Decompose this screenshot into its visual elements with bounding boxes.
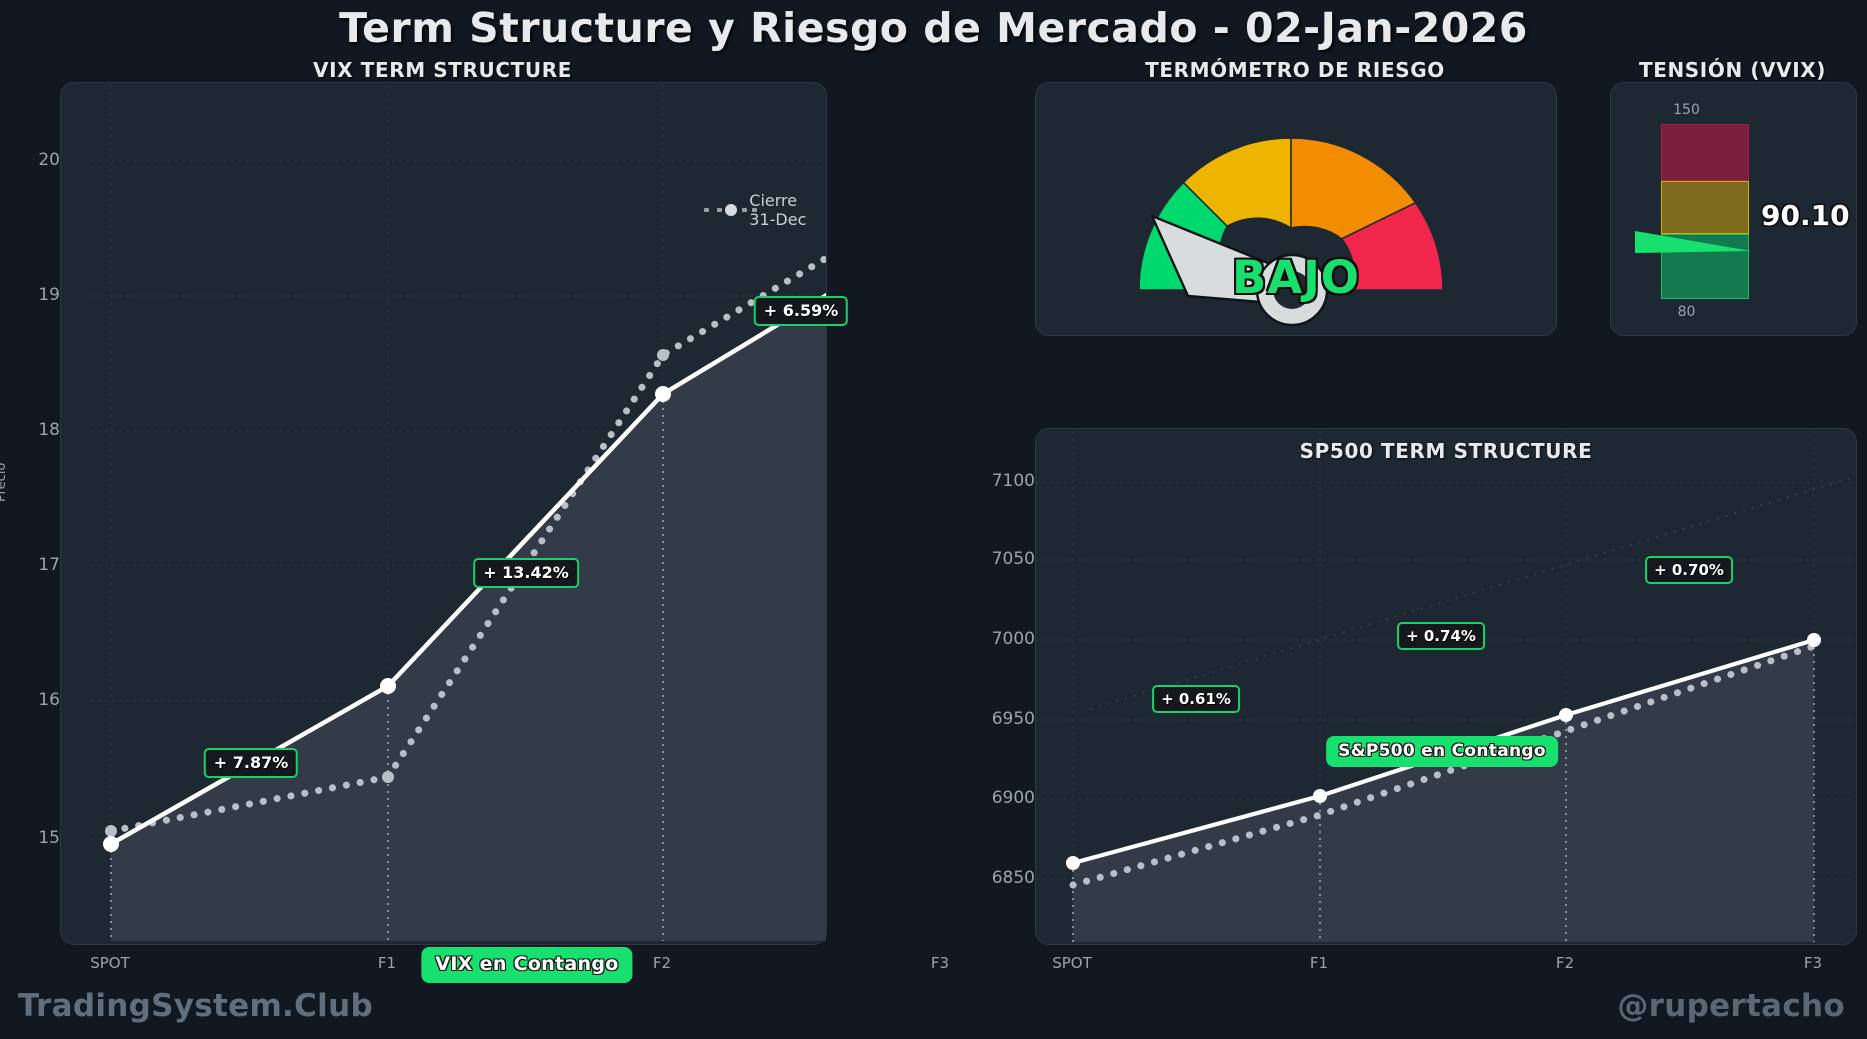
vix-xtick-f3: F3 bbox=[930, 954, 950, 972]
vix-data-markers bbox=[103, 386, 671, 852]
vix-xtick-f1: F1 bbox=[377, 954, 397, 972]
sp500-data-markers bbox=[1066, 633, 1821, 870]
legend-label: Cierre 31-Dec bbox=[749, 191, 807, 229]
vvix-tension-panel: 150 90.10 80 bbox=[1610, 82, 1857, 336]
footer-brand: TradingSystem.Club bbox=[18, 988, 373, 1024]
vix-pct-badge-2: + 13.42% bbox=[473, 558, 579, 588]
vix-ytick: 19 bbox=[38, 285, 60, 305]
sp500-xtick-f2: F2 bbox=[1555, 954, 1575, 972]
vvix-band-mid bbox=[1661, 181, 1749, 234]
page-title: Term Structure y Riesgo de Mercado - 02-… bbox=[339, 4, 1528, 52]
vvix-min-label: 80 bbox=[1677, 304, 1696, 320]
sp500-ytick: 6950 bbox=[991, 709, 1035, 729]
gauge-panel-heading: TERMÓMETRO DE RIESGO bbox=[1145, 58, 1445, 82]
vix-ytick: 17 bbox=[38, 555, 60, 575]
sp500-drop-lines bbox=[1072, 640, 1815, 942]
vix-prev-marker bbox=[105, 825, 117, 837]
vix-pct-badge-1: + 7.87% bbox=[203, 748, 299, 778]
sp500-previous-close-line bbox=[1069, 642, 1818, 889]
vix-legend[interactable]: Cierre 31-Dec bbox=[704, 191, 826, 229]
legend-dotted-line-icon bbox=[704, 203, 757, 217]
vvix-panel-heading: TENSIÓN (VVIX) bbox=[1638, 58, 1827, 82]
vix-term-structure-panel: Cierre 31-Dec + 7.87% + 13.42% + 6.59% V… bbox=[60, 82, 849, 983]
vix-prev-marker bbox=[382, 771, 394, 783]
vvix-bar bbox=[1661, 124, 1749, 299]
vix-chart-svg bbox=[91, 85, 826, 941]
vix-ytick: 20 bbox=[38, 150, 60, 170]
gauge-hub-inner bbox=[1273, 271, 1311, 309]
footer-handle: @rupertacho bbox=[1617, 988, 1845, 1024]
sp500-panel-title: SP500 TERM STRUCTURE bbox=[1299, 439, 1593, 463]
vix-drop-lines bbox=[110, 394, 664, 941]
risk-gauge-panel: BAJO bbox=[1035, 82, 1557, 336]
sp500-xtick-f3: F3 bbox=[1803, 954, 1823, 972]
sp500-xtick-spot: SPOT bbox=[1052, 954, 1092, 972]
sp500-pct-badge-2: + 0.74% bbox=[1397, 622, 1485, 650]
sp500-xtick-f1: F1 bbox=[1309, 954, 1329, 972]
sp500-contango-badge: S&P500 en Contango bbox=[1326, 736, 1558, 767]
vix-y-axis: Precio 20 19 18 17 16 15 bbox=[0, 82, 60, 943]
sp500-pct-badge-1: + 0.61% bbox=[1152, 685, 1240, 713]
vix-contango-badge: VIX en Contango bbox=[421, 947, 633, 983]
sp500-ytick: 7100 bbox=[991, 471, 1035, 491]
vix-ytick: 15 bbox=[38, 828, 60, 848]
vvix-band-high bbox=[1661, 124, 1749, 181]
risk-gauge-svg bbox=[1138, 137, 1444, 327]
sp500-ytick: 7050 bbox=[991, 549, 1035, 569]
sp500-x-axis: SPOT F1 F2 F3 bbox=[1035, 954, 1855, 980]
sp500-area-fill bbox=[1073, 640, 1814, 942]
vix-xtick-spot: SPOT bbox=[90, 954, 130, 972]
vix-prev-marker bbox=[657, 349, 669, 361]
sp500-ytick: 7000 bbox=[991, 629, 1035, 649]
vix-panel-heading: VIX TERM STRUCTURE bbox=[313, 58, 572, 82]
sp500-y-axis: 7100 7050 7000 6950 6900 6850 bbox=[930, 428, 1035, 943]
vix-pct-badge-3: + 6.59% bbox=[753, 296, 849, 326]
vix-y-axis-label: Precio bbox=[0, 462, 9, 502]
vix-x-axis: SPOT F1 F2 F3 bbox=[0, 954, 1000, 980]
vvix-value-pointer bbox=[1635, 231, 1751, 253]
vix-ytick: 16 bbox=[38, 690, 60, 710]
sp500-pct-badge-3: + 0.70% bbox=[1645, 556, 1733, 584]
vvix-value-label: 90.10 bbox=[1761, 199, 1850, 232]
vix-area-fill bbox=[111, 295, 826, 941]
sp500-ytick: 6850 bbox=[991, 868, 1035, 888]
vvix-max-label: 150 bbox=[1673, 102, 1700, 118]
sp500-ytick: 6900 bbox=[991, 788, 1035, 808]
vix-xtick-f2: F2 bbox=[652, 954, 672, 972]
gauge-segment-orange bbox=[1290, 137, 1417, 240]
vix-ytick: 18 bbox=[38, 420, 60, 440]
gauge-segment-red bbox=[1340, 201, 1444, 291]
risk-status-label: BAJO bbox=[1231, 251, 1361, 304]
sp500-term-structure-panel: SP500 TERM STRUCTURE + 0.61% + 0.74% + 0… bbox=[1035, 428, 1857, 945]
sp500-reference-lines bbox=[1090, 476, 1855, 710]
sp500-gridlines-vertical bbox=[1072, 431, 1815, 942]
